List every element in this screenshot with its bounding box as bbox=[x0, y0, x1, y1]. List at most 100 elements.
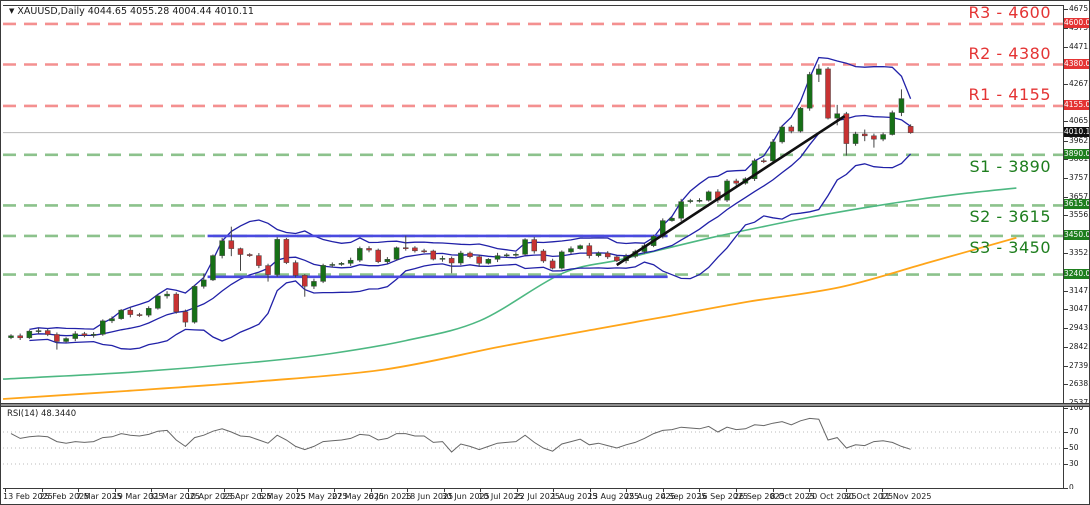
candle-down bbox=[825, 68, 831, 119]
date-tick-mark bbox=[553, 489, 555, 492]
candle-up bbox=[485, 259, 492, 264]
ma-orange-line[interactable] bbox=[3, 236, 1017, 400]
candle-up bbox=[320, 265, 326, 282]
price-tick-label: 2537.75 bbox=[1069, 399, 1089, 407]
date-tick-mark bbox=[224, 489, 226, 492]
resistance-label-4380[interactable]: R2 - 4380 bbox=[968, 43, 1051, 63]
candle-up bbox=[338, 263, 345, 265]
candle-up bbox=[834, 113, 840, 119]
candle-up bbox=[678, 201, 684, 219]
collapse-triangle-icon[interactable]: ▼ bbox=[9, 7, 15, 15]
date-tick-mark bbox=[187, 489, 189, 492]
date-label: 5 May 2025 bbox=[258, 492, 306, 501]
level-price-box: 3450.00 bbox=[1064, 229, 1090, 240]
candles-layer[interactable] bbox=[8, 64, 914, 350]
price-tick-label: 3657.10 bbox=[1069, 191, 1090, 201]
price-tick-mark bbox=[1064, 8, 1068, 10]
bollinger-upper-band[interactable] bbox=[29, 56, 912, 331]
price-chart-canvas[interactable] bbox=[3, 6, 1063, 404]
date-label: 23 Apr 2025 bbox=[222, 492, 272, 501]
date-label: 22 Jul 2025 bbox=[514, 492, 560, 501]
level-price-box: 4380.00 bbox=[1064, 58, 1090, 69]
candle-down bbox=[136, 314, 143, 316]
date-label: 27 May 2025 bbox=[331, 492, 385, 501]
date-tick-mark bbox=[297, 489, 299, 492]
price-chart-pane[interactable] bbox=[3, 5, 1064, 404]
candle-up bbox=[35, 330, 42, 332]
date-axis[interactable]: 13 Feb 2025 25 Feb 2025 7 Mar 2025 19 Mar 2… bbox=[1, 489, 1089, 504]
candle-down bbox=[412, 247, 418, 252]
date-tick-mark bbox=[772, 489, 774, 492]
candle-up bbox=[8, 335, 14, 338]
price-axis[interactable]: 4675.804575.154471.454267.104065.803962.… bbox=[1064, 1, 1090, 492]
candle-up bbox=[393, 247, 400, 260]
level-price-box: 3890.00 bbox=[1064, 148, 1090, 159]
candle-down bbox=[861, 133, 868, 137]
candle-up bbox=[109, 318, 115, 322]
candle-up bbox=[816, 68, 822, 75]
date-label: 6 Jun 2025 bbox=[368, 492, 412, 501]
trendline[interactable] bbox=[616, 115, 846, 267]
ma-green-line[interactable] bbox=[3, 187, 1017, 380]
price-tick-label: 3147.75 bbox=[1069, 285, 1090, 295]
candle-down bbox=[283, 239, 290, 263]
candle-up bbox=[513, 254, 519, 256]
price-tick-label: 2638.40 bbox=[1069, 379, 1090, 389]
support-label-3615[interactable]: S2 - 3615 bbox=[969, 207, 1051, 227]
rsi-line bbox=[10, 417, 911, 453]
date-tick-mark bbox=[699, 489, 701, 492]
date-label: 16 Sep 2025 bbox=[697, 492, 749, 501]
resistance-label-4600[interactable]: R3 - 4600 bbox=[968, 2, 1051, 22]
candle-up bbox=[439, 258, 446, 260]
candle-up bbox=[26, 330, 33, 339]
pane-separator[interactable] bbox=[1, 403, 1089, 407]
rsi-axis-label: 30 bbox=[1069, 459, 1079, 468]
candle-up bbox=[494, 255, 501, 260]
price-tick-label: 3556.45 bbox=[1069, 210, 1090, 220]
candle-up bbox=[274, 239, 280, 275]
price-tick-mark bbox=[1064, 178, 1068, 180]
resistance-label-4155[interactable]: R1 - 4155 bbox=[968, 84, 1051, 104]
candle-down bbox=[871, 135, 877, 140]
level-price-box: 3615.00 bbox=[1064, 199, 1090, 210]
date-tick-mark bbox=[589, 489, 591, 492]
date-tick-mark bbox=[662, 489, 664, 492]
date-tick-mark bbox=[516, 489, 518, 492]
level-price-box: 4600.00 bbox=[1064, 17, 1090, 28]
date-label: 31 Mar 2025 bbox=[149, 492, 200, 501]
price-tick-label: 3757.75 bbox=[1069, 173, 1090, 183]
candle-up bbox=[669, 217, 675, 221]
price-tick-mark bbox=[1064, 384, 1068, 386]
candle-down bbox=[265, 265, 271, 275]
bollinger-lower-band[interactable] bbox=[29, 153, 912, 350]
price-tick-mark bbox=[1064, 346, 1068, 348]
candle-down bbox=[246, 254, 253, 256]
price-tick-mark bbox=[1064, 309, 1068, 311]
rsi-indicator-pane[interactable] bbox=[3, 407, 1064, 489]
candle-down bbox=[421, 250, 427, 253]
support-label-3450[interactable]: S3 - 3450 bbox=[969, 237, 1051, 257]
candle-down bbox=[182, 311, 189, 323]
candle-up bbox=[155, 295, 161, 309]
date-tick-mark bbox=[407, 489, 409, 492]
date-tick-mark bbox=[845, 489, 847, 492]
candle-up bbox=[880, 134, 886, 140]
support-label-3890[interactable]: S1 - 3890 bbox=[969, 156, 1051, 176]
rsi-canvas[interactable] bbox=[3, 407, 1063, 488]
candle-up bbox=[687, 200, 694, 202]
price-tick-mark bbox=[1064, 328, 1068, 330]
candle-up bbox=[219, 240, 225, 256]
date-label: 10 Apr 2025 bbox=[185, 492, 236, 501]
bollinger-middle-band[interactable] bbox=[29, 114, 911, 337]
candle-up bbox=[384, 259, 391, 262]
rsi-tick-mark bbox=[1064, 448, 1068, 449]
candle-down bbox=[81, 333, 88, 336]
candle-up bbox=[201, 279, 207, 287]
date-label: 20 Oct 2025 bbox=[807, 492, 857, 501]
date-label: 19 Mar 2025 bbox=[112, 492, 164, 501]
price-tick-label: 4065.80 bbox=[1069, 116, 1090, 126]
price-tick-mark bbox=[1064, 84, 1068, 86]
candle-down bbox=[256, 255, 262, 266]
date-tick-mark bbox=[114, 489, 116, 492]
date-label: 4 Sep 2025 bbox=[660, 492, 707, 501]
